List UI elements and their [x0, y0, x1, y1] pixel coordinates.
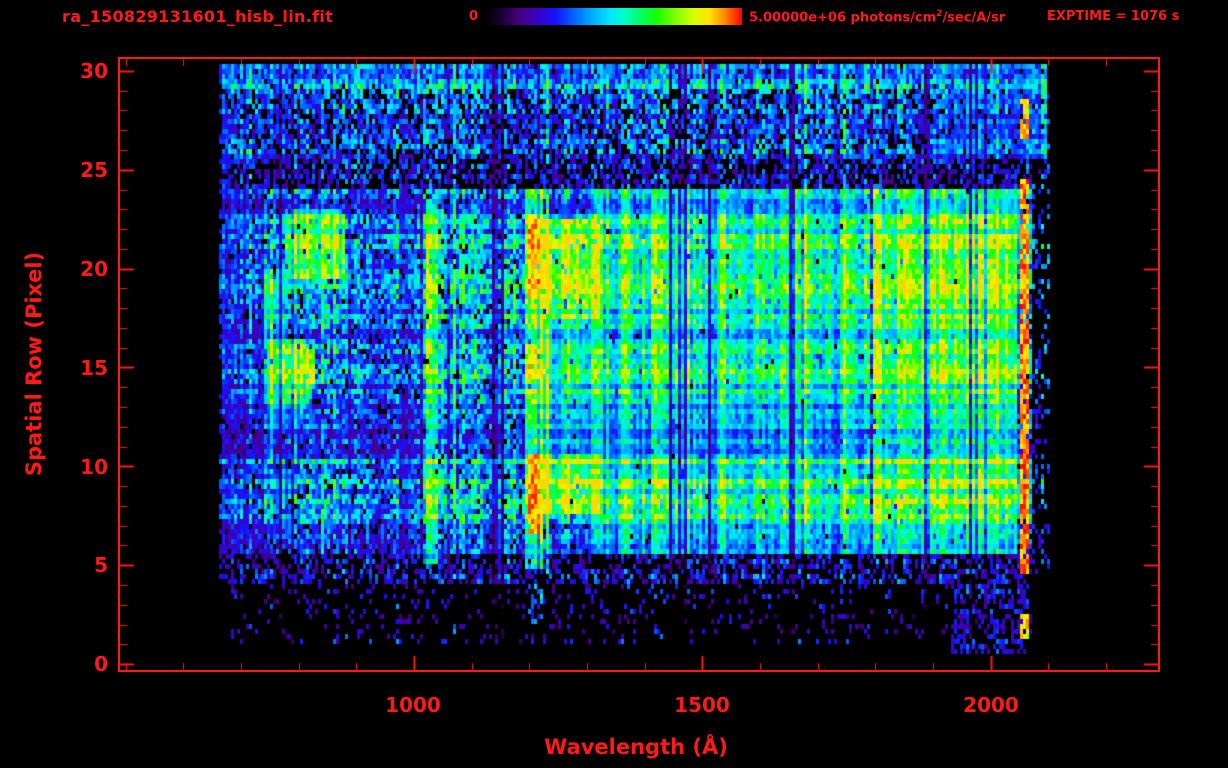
colorbar-min-label: 0: [468, 9, 478, 24]
exptime-label: EXPTIME = 1076 s: [1047, 9, 1180, 24]
plot-frame: [118, 57, 1160, 672]
y-axis-title: Spatial Row (Pixel): [22, 251, 46, 477]
y-tick-label-10: 10: [80, 455, 108, 479]
y-tick-label-15: 15: [80, 356, 108, 380]
colorbar-max-label: 5.00000e+06 photons/cm2/sec/A/sr: [749, 9, 1005, 25]
y-tick-label-0: 0: [94, 652, 108, 676]
x-tick-label-1500: 1500: [674, 693, 730, 717]
file-title: ra_150829131601_hisb_lin.fit: [62, 7, 334, 26]
y-tick-label-25: 25: [80, 158, 108, 182]
x-tick-label-2000: 2000: [963, 693, 1019, 717]
x-tick-label-1000: 1000: [385, 693, 441, 717]
y-tick-label-5: 5: [94, 553, 108, 577]
colorbar-max-text: 5.00000e+06 photons/cm: [749, 10, 937, 26]
colorbar-max-units: /sec/A/sr: [942, 10, 1006, 26]
colorbar-max-superscript: 2: [936, 9, 943, 19]
y-tick-label-20: 20: [80, 257, 108, 281]
y-tick-label-30: 30: [80, 59, 108, 83]
x-axis-title: Wavelength (Å): [544, 735, 728, 759]
heatmap-canvas: [120, 59, 1158, 670]
colorbar: [487, 8, 742, 25]
